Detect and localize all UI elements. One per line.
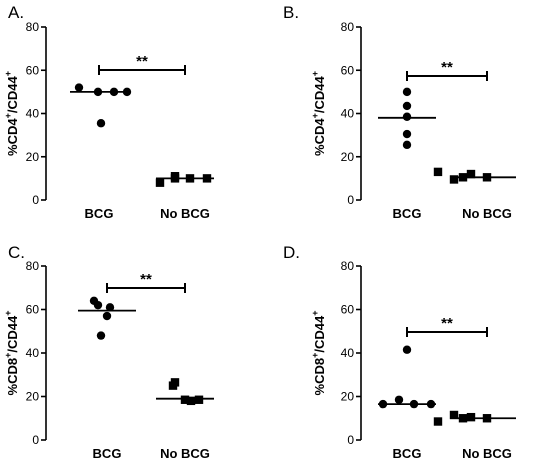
significance-bracket [106,283,186,293]
y-tick-label: 40 [26,346,40,360]
data-point-square [186,396,196,406]
y-axis-label: %CD4+/CD44+ [3,71,20,156]
x-category-label: BCG [393,206,422,221]
data-point-circle [426,399,436,409]
panel-d: D. 0 20 40 60 80 %CD8+/CD44+ BCG No BCG ** [283,243,516,461]
x-category-label: BCG [93,446,122,461]
y-tick-label: 20 [341,150,355,164]
y-tick-label: 80 [341,259,355,273]
x-category-label: No BCG [160,206,210,221]
panel-a: A. 0 20 40 60 80 %CD4+/CD44+ BCG No BCG ** [3,3,214,221]
y-tick-label: 40 [341,346,355,360]
data-point-square [168,381,178,390]
y-tick-label: 20 [341,390,355,404]
panel-c: C. 0 20 40 60 80 %CD8+/CD44+ BCG No BCG ** [3,243,214,461]
y-tick-label: 0 [32,433,39,447]
data-point-square [180,395,190,404]
y-tick-label: 60 [341,63,355,77]
data-point-circle [93,87,103,97]
significance-label: ** [136,53,148,70]
x-category-label: No BCG [462,446,512,461]
data-point-circle [402,87,412,97]
data-point-square [202,174,212,183]
data-point-circle [109,87,119,97]
significance-label: ** [441,59,453,76]
y-tick-label: 80 [26,20,40,34]
data-point-square [458,414,468,423]
data-point-square [466,169,476,179]
y-tick-label: 40 [341,107,355,121]
y-tick-label: 60 [26,303,40,317]
y-tick-label: 80 [341,20,355,34]
data-point-square [449,410,459,420]
y-tick-label: 20 [26,150,40,164]
data-point-square [458,173,468,182]
data-point-square [449,175,459,184]
significance-label: ** [140,271,152,288]
data-point-circle [122,87,132,97]
data-point-circle [402,345,412,354]
y-tick-label: 0 [347,193,354,207]
data-point-circle [93,300,103,310]
panel-letter: A. [8,3,24,22]
y-tick-label: 40 [26,107,40,121]
data-point-circle [409,399,419,409]
significance-bracket [406,327,488,337]
data-point-square [170,174,180,183]
y-tick-label: 60 [26,63,40,77]
data-point-circle [96,119,106,128]
data-point-circle [74,83,84,92]
panel-letter: B. [283,3,299,22]
data-point-circle [402,112,412,121]
data-point-circle [102,311,112,321]
y-tick-label: 20 [26,390,40,404]
data-point-circle [402,129,412,139]
y-tick-label: 80 [26,259,40,273]
significance-bracket [98,65,186,75]
data-point-circle [378,399,388,409]
data-point-square [155,178,165,187]
data-point-square [194,395,204,404]
data-point-square [482,173,492,182]
data-point-circle [105,303,115,312]
significance-label: ** [441,315,453,332]
data-point-circle [96,331,106,340]
data-point-square [466,412,476,422]
panel-b: B. 0 20 40 60 80 %CD4+/CD44+ BCG No BCG ** [283,3,516,221]
data-point-circle [402,101,412,111]
x-category-label: No BCG [462,206,512,221]
data-point-circle [394,395,404,404]
x-category-label: BCG [85,206,114,221]
y-tick-label: 60 [341,303,355,317]
y-tick-label: 0 [32,193,39,207]
data-point-square [185,174,195,183]
panel-letter: D. [283,243,300,262]
data-point-square [433,417,443,426]
y-axis-label: %CD8+/CD44+ [3,311,20,396]
data-point-circle [402,140,412,150]
significance-bracket [406,71,488,81]
x-category-label: No BCG [160,446,210,461]
data-point-square [482,414,492,423]
panel-letter: C. [8,243,25,262]
y-tick-label: 0 [347,433,354,447]
data-point-square [433,167,443,177]
x-category-label: BCG [393,446,422,461]
y-axis-label: %CD4+/CD44+ [310,71,327,156]
y-axis-label: %CD8+/CD44+ [310,311,327,396]
